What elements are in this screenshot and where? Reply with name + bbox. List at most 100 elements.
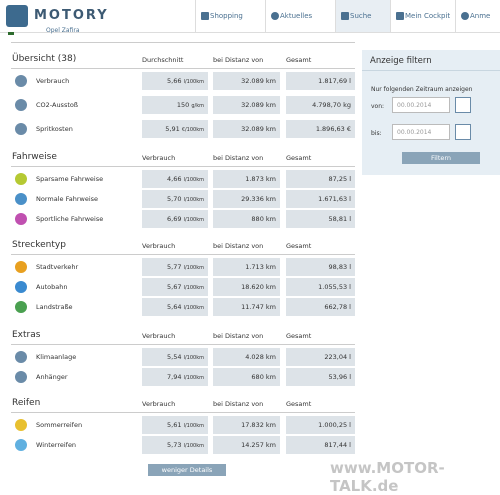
avg-unit: l/100km <box>183 217 204 223</box>
avg-cell: 5,73 l/100km <box>142 436 208 454</box>
avg-cell: 5,77 l/100km <box>142 258 208 276</box>
nav-item[interactable]: Shopping <box>195 0 265 32</box>
row-label: Normale Fahrweise <box>36 195 99 203</box>
row-icon <box>15 99 27 111</box>
column-header: Verbrauch <box>142 242 176 250</box>
total-cell: 1.671,63 l <box>286 190 355 208</box>
total-cell: 58,81 l <box>286 210 355 228</box>
avg-value: 6,69 <box>167 215 182 223</box>
distance-cell: 4.028 km <box>213 348 280 366</box>
avg-value: 5,54 <box>167 353 182 361</box>
section-title: Reifen <box>12 398 41 408</box>
distance-cell: 32.089 km <box>213 96 280 114</box>
column-header: Verbrauch <box>142 400 176 408</box>
avg-value: 5,61 <box>167 421 182 429</box>
avg-value: 150 <box>176 101 190 109</box>
logo[interactable]: MOTORY <box>34 8 109 23</box>
row-label: Klimaanlage <box>36 353 77 361</box>
column-header: Gesamt <box>286 242 312 250</box>
avg-value: 5,77 <box>167 263 182 271</box>
distance-cell: 17.832 km <box>213 416 280 434</box>
avg-unit: l/100km <box>183 79 204 85</box>
distance-cell: 32.089 km <box>213 72 280 90</box>
vehicle-marker <box>8 32 14 35</box>
row-icon <box>15 371 27 383</box>
avg-value: 5,64 <box>167 303 182 311</box>
nav-item[interactable]: Mein Cockpit <box>390 0 455 32</box>
nav-item[interactable]: Aktuelles <box>265 0 335 32</box>
avg-unit: l/100km <box>183 197 204 203</box>
avg-unit: l/100km <box>183 265 204 271</box>
divider <box>11 166 355 167</box>
column-header: bei Distanz von <box>213 400 264 408</box>
avg-unit: l/100km <box>183 443 204 449</box>
distance-cell: 18.620 km <box>213 278 280 296</box>
to-input[interactable]: 00.00.2014 <box>392 124 450 140</box>
nav-item[interactable]: Anme <box>455 0 500 32</box>
nav-item[interactable]: Suche <box>335 0 390 32</box>
avg-value: 5,66 <box>167 77 182 85</box>
total-cell: 4.798,70 kg <box>286 96 355 114</box>
nav-icon <box>461 12 469 20</box>
total-cell: 87,25 l <box>286 170 355 188</box>
row-icon <box>15 351 27 363</box>
distance-cell: 29.336 km <box>213 190 280 208</box>
row-label: Landstraße <box>36 303 73 311</box>
avg-value: 5,73 <box>167 441 182 449</box>
avg-cell: 5,70 l/100km <box>142 190 208 208</box>
row-icon <box>15 419 27 431</box>
distance-cell: 1.873 km <box>213 170 280 188</box>
total-cell: 53,96 l <box>286 368 355 386</box>
row-label: Spritkosten <box>36 125 73 133</box>
calendar-icon[interactable] <box>455 97 471 113</box>
divider <box>11 344 355 345</box>
row-icon <box>15 301 27 313</box>
column-header: bei Distanz von <box>213 242 264 250</box>
row-label: Sommerreifen <box>36 421 83 429</box>
avg-value: 5,91 <box>165 125 180 133</box>
nav-icon <box>396 12 404 20</box>
column-header: bei Distanz von <box>213 154 264 162</box>
to-label: bis: <box>371 130 382 137</box>
total-cell: 1.055,53 l <box>286 278 355 296</box>
divider <box>11 42 355 43</box>
avg-cell: 5,54 l/100km <box>142 348 208 366</box>
distance-cell: 11.747 km <box>213 298 280 316</box>
section-title: Übersicht (38) <box>12 54 77 64</box>
avg-value: 5,67 <box>167 283 182 291</box>
calendar-icon[interactable] <box>455 124 471 140</box>
total-cell: 223,04 l <box>286 348 355 366</box>
row-icon <box>15 123 27 135</box>
avg-unit: l/100km <box>183 375 204 381</box>
avg-cell: 5,61 l/100km <box>142 416 208 434</box>
filter-button[interactable]: Filtern <box>402 152 480 164</box>
watermark: www.MOTOR-TALK.de <box>330 459 445 495</box>
details-button[interactable]: weniger Details <box>148 464 226 476</box>
avg-cell: 5,91 €/100km <box>142 120 208 138</box>
total-cell: 98,83 l <box>286 258 355 276</box>
distance-cell: 32.089 km <box>213 120 280 138</box>
row-label: Winterreifen <box>36 441 77 449</box>
avg-cell: 4,66 l/100km <box>142 170 208 188</box>
divider <box>11 68 355 69</box>
total-cell: 1.817,69 l <box>286 72 355 90</box>
total-cell: 662,78 l <box>286 298 355 316</box>
avg-unit: g/km <box>191 103 204 109</box>
logo-icon[interactable] <box>6 5 28 27</box>
row-label: Autobahn <box>36 283 68 291</box>
section-title: Extras <box>12 330 41 340</box>
distance-cell: 14.257 km <box>213 436 280 454</box>
row-label: Verbrauch <box>36 77 70 85</box>
avg-unit: l/100km <box>183 285 204 291</box>
vehicle[interactable]: Opel Zafira <box>46 27 80 34</box>
row-icon <box>15 75 27 87</box>
row-label: Anhänger <box>36 373 68 381</box>
from-input[interactable]: 00.00.2014 <box>392 97 450 113</box>
avg-unit: l/100km <box>183 305 204 311</box>
column-header: bei Distanz von <box>213 56 264 64</box>
avg-value: 4,66 <box>167 175 182 183</box>
column-header: Gesamt <box>286 154 312 162</box>
row-label: CO2-Ausstoß <box>36 101 78 109</box>
avg-cell: 7,94 l/100km <box>142 368 208 386</box>
